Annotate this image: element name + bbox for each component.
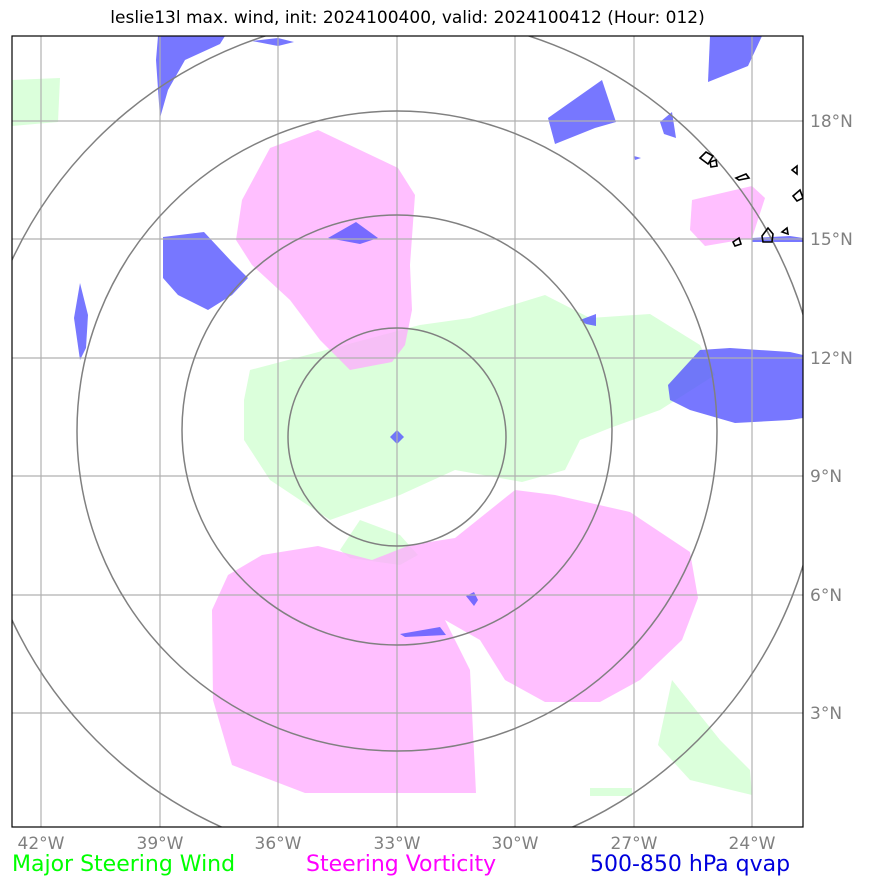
lon-tick-labels: 42°W 39°W 36°W 33°W 30°W 27°W 24°W [18, 834, 776, 854]
island [791, 188, 803, 203]
steering-vorticity-areas [212, 130, 765, 793]
steering-vorticity-area [690, 186, 765, 246]
qvap-area [668, 348, 803, 423]
qvap-area [163, 232, 248, 310]
qvap-area [400, 627, 446, 637]
island [761, 226, 774, 243]
qvap-area [156, 36, 225, 118]
steering-vorticity-area [212, 490, 698, 793]
lat-tick-label: 18°N [810, 112, 853, 132]
range-ring-9deg [76, 110, 718, 752]
island [790, 164, 798, 176]
lat-tick-label: 3°N [810, 704, 842, 724]
lon-tick-label: 30°W [492, 834, 539, 854]
lon-tick-label: 39°W [137, 834, 184, 854]
island [698, 151, 715, 166]
lat-tick-label: 12°N [810, 349, 853, 369]
qvap-area [708, 36, 762, 82]
lat-tick-labels: 3°N 6°N 9°N 12°N 15°N 18°N [810, 112, 853, 724]
island [709, 158, 718, 168]
lon-tick-label: 42°W [18, 834, 65, 854]
lon-tick-label: 33°W [374, 834, 421, 854]
qvap-area [74, 283, 88, 360]
coastline [698, 151, 803, 247]
plot-area [12, 36, 803, 827]
qvap-area [252, 38, 294, 46]
steering-vorticity-area [236, 130, 415, 370]
qvap-areas [74, 36, 803, 637]
steering-wind-area [590, 788, 632, 796]
lat-tick-label: 6°N [810, 586, 842, 606]
steering-wind-area [12, 78, 60, 126]
lat-tick-label: 9°N [810, 467, 842, 487]
lat-tick-label: 15°N [810, 230, 853, 250]
island [731, 236, 743, 247]
lon-tick-label: 36°W [255, 834, 302, 854]
steering-wind-area [658, 680, 752, 795]
qvap-area [634, 156, 641, 160]
map-title: leslie13l max. wind, init: 2024100400, v… [110, 8, 705, 28]
plot-frame [11, 35, 804, 828]
qvap-area [548, 80, 616, 144]
island [734, 173, 751, 181]
range-ring-3deg [287, 327, 507, 547]
qvap-area [580, 314, 596, 326]
legend-steering-vorticity: Steering Vorticity [306, 852, 497, 877]
range-rings [12, 36, 803, 827]
range-ring-6deg [181, 214, 613, 646]
lon-tick-label: 24°W [729, 834, 776, 854]
lon-tick-label: 27°W [611, 834, 658, 854]
island [780, 226, 790, 236]
legend-qvap: 500-850 hPa qvap [590, 852, 791, 877]
qvap-area [660, 112, 676, 138]
legend-major-steering-wind: Major Steering Wind [12, 852, 236, 877]
